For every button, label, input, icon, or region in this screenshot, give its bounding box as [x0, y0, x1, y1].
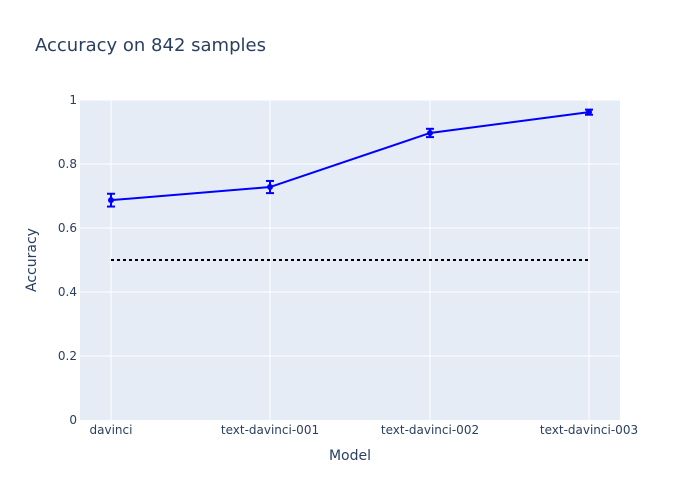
- plot-area: [80, 100, 620, 420]
- y-gridlines: [80, 99, 620, 357]
- x-tick-label: davinci: [90, 423, 133, 437]
- y-tick-label: 0.6: [58, 221, 77, 235]
- x-tick-labels: davinci text-davinci-001 text-davinci-002 t…: [90, 423, 639, 437]
- data-point: [108, 197, 114, 204]
- chart-title: Accuracy on 842 samples: [35, 35, 266, 56]
- y-tick-labels: 0 0.2 0.4 0.6 0.8 1: [58, 93, 77, 427]
- series-group: [107, 108, 593, 208]
- y-tick-label: 0.8: [58, 157, 77, 171]
- y-tick-label: 1: [69, 93, 77, 107]
- y-tick-label: 0.2: [58, 349, 77, 363]
- y-tick-label: 0.4: [58, 285, 77, 299]
- y-axis-title: Accuracy: [24, 228, 40, 292]
- y-tick-label: 0: [69, 413, 77, 427]
- data-point: [267, 184, 273, 191]
- x-axis-title: Model: [329, 448, 371, 464]
- x-tick-label: text-davinci-003: [540, 423, 638, 437]
- data-point: [586, 109, 592, 116]
- data-point: [427, 129, 433, 136]
- x-tick-label: text-davinci-001: [221, 423, 319, 437]
- series-line: [110, 111, 590, 202]
- x-tick-label: text-davinci-002: [381, 423, 479, 437]
